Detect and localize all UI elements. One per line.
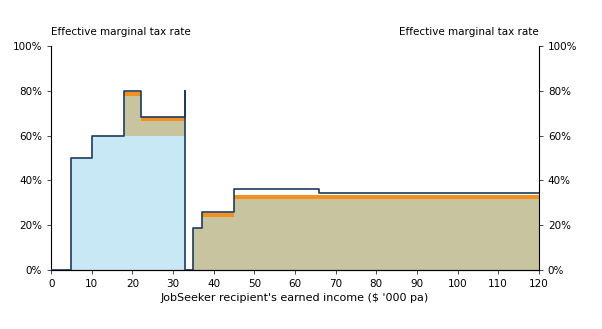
Text: Effective marginal tax rate: Effective marginal tax rate (399, 27, 539, 37)
X-axis label: JobSeeker recipient's earned income ($ '000 pa): JobSeeker recipient's earned income ($ '… (161, 293, 429, 303)
Text: Effective marginal tax rate: Effective marginal tax rate (51, 27, 191, 37)
